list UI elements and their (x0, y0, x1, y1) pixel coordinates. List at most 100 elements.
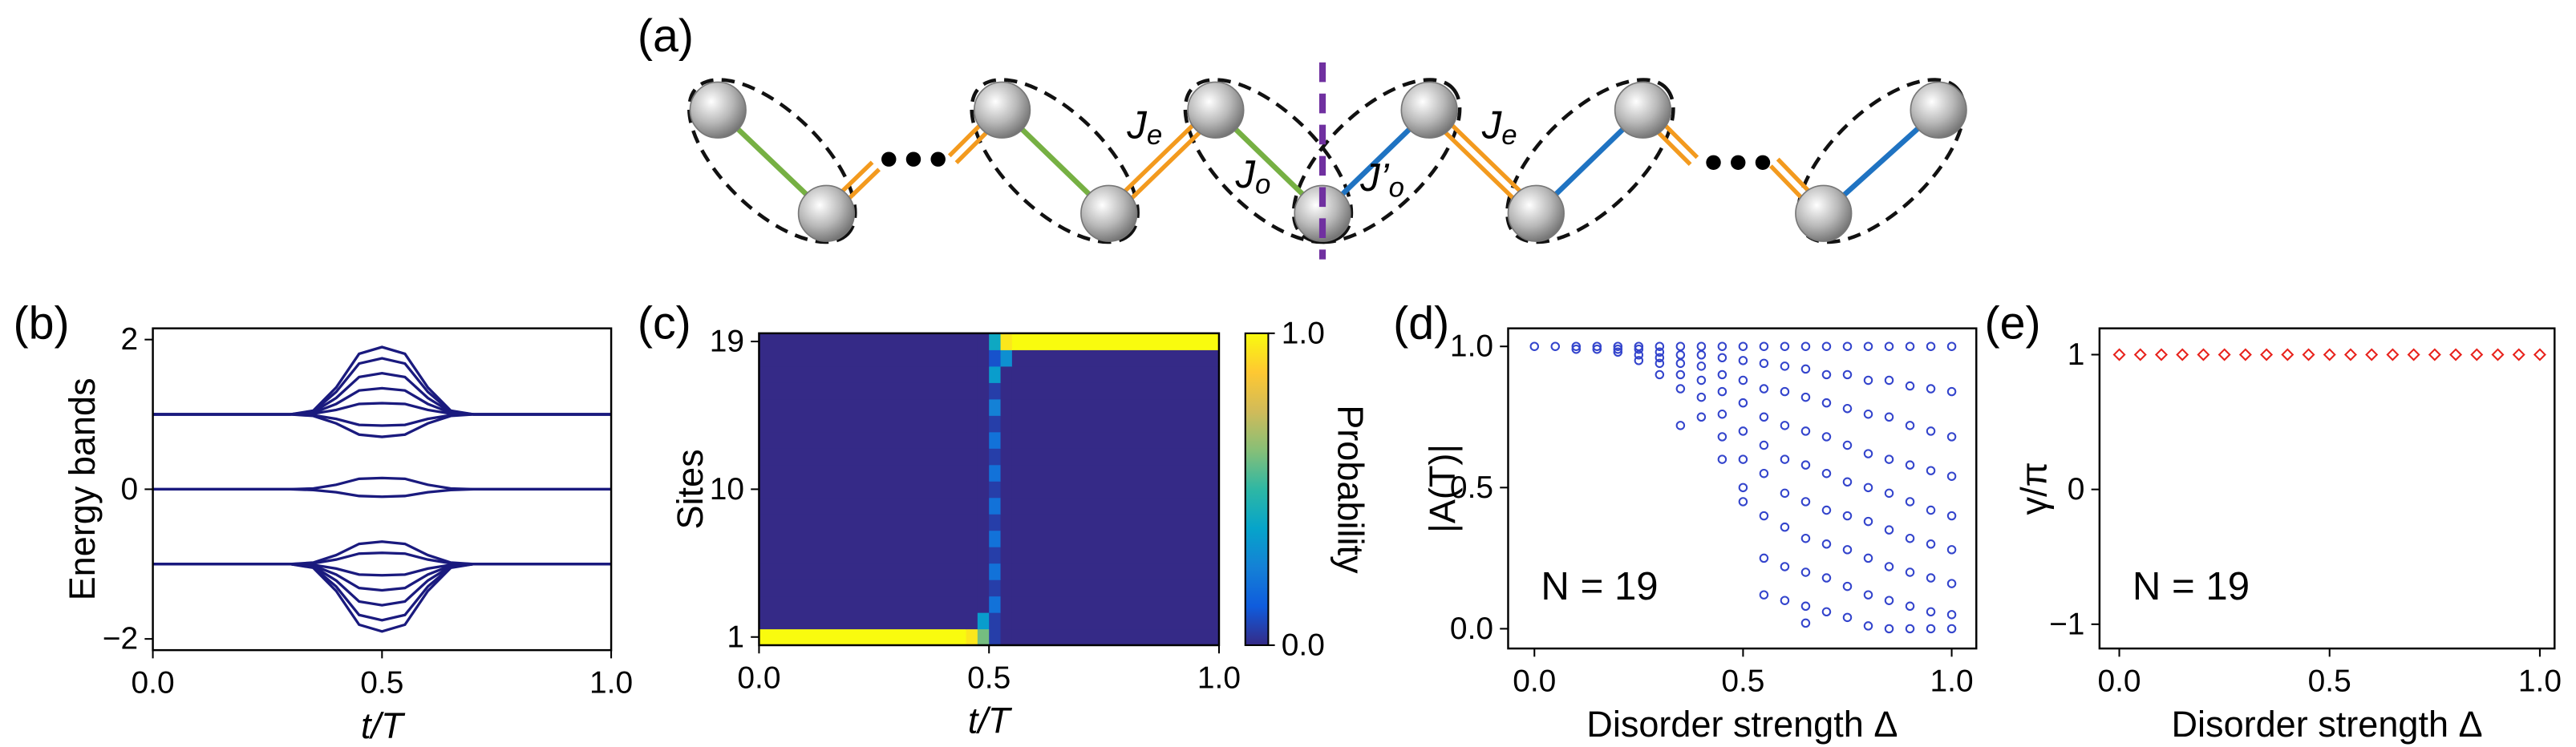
point (1842, 545, 1853, 555)
point (1759, 384, 1769, 394)
panel-b: 0.0 0.5 1.0 −2 0 2 t/T Energy bands (b) (13, 298, 633, 746)
point (1800, 392, 1811, 402)
point (1634, 350, 1644, 360)
point (1696, 361, 1707, 371)
heat-cell (1000, 415, 1013, 433)
point (1800, 497, 1811, 507)
coupling-symbol: J (1481, 103, 1502, 147)
point (1905, 624, 1915, 634)
x-tick-label: 0.5 (967, 660, 1011, 695)
heat-cell (989, 333, 1002, 350)
heat-cell (989, 464, 1002, 482)
coupling-subscript: e (1147, 119, 1162, 150)
point (1946, 545, 1957, 555)
heat-cell (1011, 547, 1220, 564)
point (1905, 460, 1915, 470)
heat-cell (1011, 628, 1220, 646)
heat-cell (977, 497, 990, 515)
point (1738, 426, 1748, 436)
heat-cell (1000, 382, 1013, 400)
point (1863, 553, 1873, 563)
point (1863, 590, 1873, 600)
band-line (152, 386, 612, 416)
heat-cell (977, 481, 990, 499)
heat-cell (1000, 547, 1013, 564)
heat-cell (977, 464, 990, 482)
point (1738, 375, 1748, 386)
ellipsis-dot (930, 151, 946, 167)
heat-cell (977, 628, 990, 646)
heat-cell (759, 481, 967, 499)
axes-frame (2098, 327, 2556, 650)
point (2323, 348, 2336, 361)
site (689, 81, 747, 139)
heat-cell (759, 596, 967, 613)
heat-cell (1011, 365, 1220, 383)
coupling-subscript: o (1255, 168, 1270, 200)
point (1780, 341, 1790, 351)
heat-cell (1000, 481, 1013, 499)
heat-cell (759, 530, 967, 547)
heat-cell (1011, 596, 1220, 613)
heat-cell (966, 431, 978, 449)
x-tick-label: 0.0 (737, 660, 780, 695)
heat-cell (759, 628, 967, 646)
heat-cell (989, 398, 1002, 416)
point (2176, 348, 2189, 361)
point (2238, 348, 2252, 361)
heat-cell (989, 596, 1002, 613)
x-axis-label: t/T (968, 701, 1013, 741)
point (2491, 348, 2505, 361)
point (1571, 344, 1582, 354)
point (1884, 596, 1894, 605)
band-line (152, 551, 612, 566)
point (1842, 477, 1853, 487)
heat-cell (1011, 382, 1220, 400)
heat-cell (1000, 612, 1013, 630)
heat-cell (1011, 448, 1220, 466)
heat-cell (759, 563, 967, 580)
point (1842, 369, 1853, 380)
point (1780, 522, 1790, 532)
band-line (152, 476, 612, 491)
heat-cell (759, 448, 967, 466)
heat-cell (977, 579, 990, 597)
y-axis-label: Sites (670, 449, 711, 529)
heat-cell (759, 349, 967, 367)
point (1926, 607, 1936, 617)
coupling-symbol: J (1126, 103, 1147, 147)
point (1884, 488, 1894, 499)
point (1717, 454, 1727, 464)
point (1759, 341, 1769, 351)
point (1717, 410, 1727, 419)
point (2407, 348, 2420, 361)
point (2365, 348, 2379, 361)
y-axis-label: Energy bands (62, 378, 103, 600)
point (1884, 562, 1894, 571)
point (1884, 624, 1894, 634)
x-tick-label: 1.0 (2518, 664, 2562, 699)
heat-cell (966, 579, 978, 597)
ellipsis-dot (1755, 155, 1771, 171)
annotation: N = 19 (2132, 564, 2250, 608)
y-tick-label: 0.5 (1450, 470, 1493, 505)
band-line (152, 563, 612, 577)
panel-c: 0.0 1.0 Probability 0.0 0.5 1.0 1 10 19 t/T Sites (… (638, 298, 1371, 741)
point (1821, 607, 1832, 617)
point (2112, 348, 2126, 361)
band-line (152, 487, 612, 499)
point (1780, 596, 1790, 605)
point (1571, 341, 1582, 351)
point (1738, 341, 1748, 351)
heat-cell (966, 333, 978, 350)
point (1675, 369, 1686, 380)
point (1946, 471, 1957, 481)
band-line (152, 563, 612, 607)
coupling-label: Je (1481, 103, 1517, 150)
ellipsis-dot (1706, 155, 1721, 171)
heat-cell (1011, 579, 1220, 597)
point (1696, 341, 1707, 351)
heat-cell (966, 547, 978, 564)
heat-cell (966, 349, 978, 367)
point (1821, 505, 1832, 515)
